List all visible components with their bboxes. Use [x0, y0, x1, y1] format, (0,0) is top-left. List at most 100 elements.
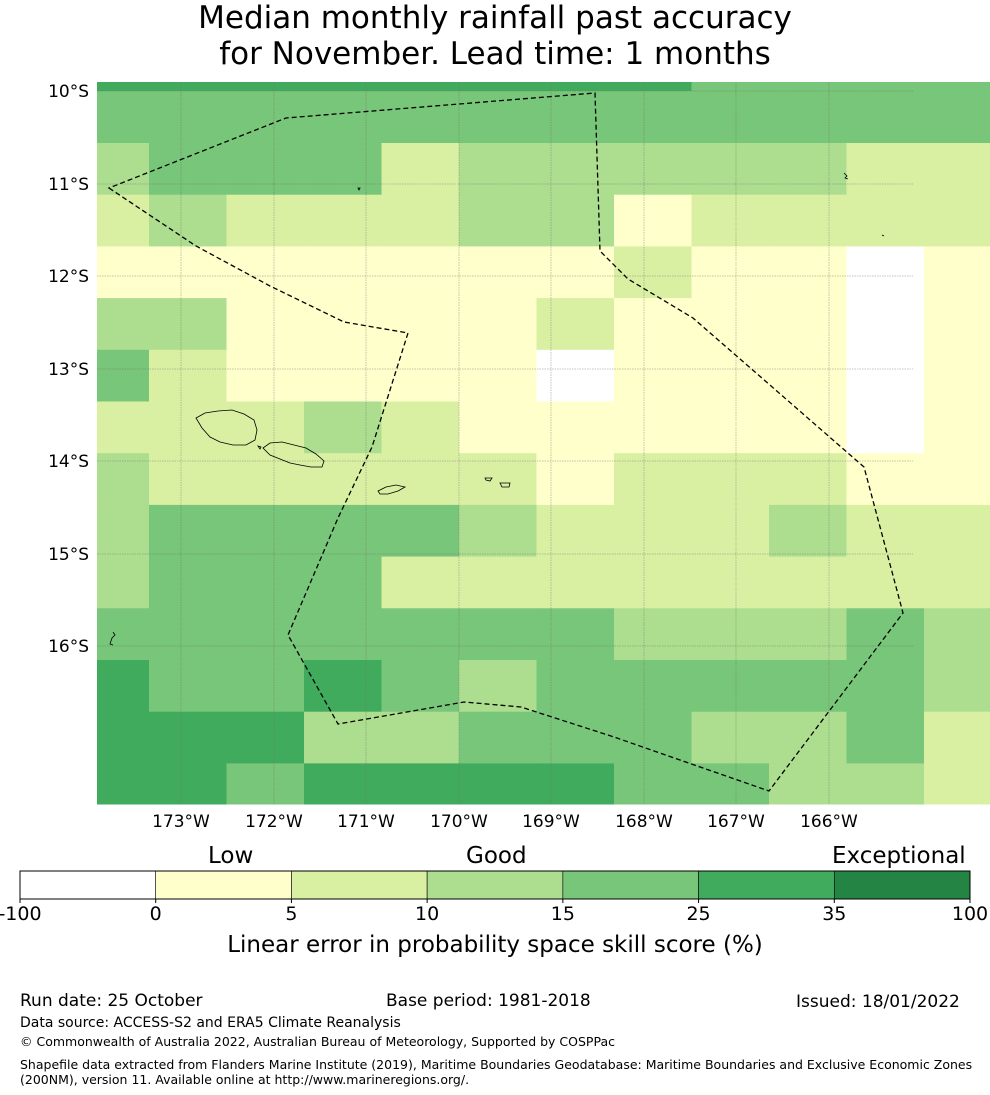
tutuila-island [377, 484, 407, 495]
grid-cell [97, 608, 150, 661]
grid-cell [769, 711, 847, 764]
grid-cell [769, 660, 847, 713]
data-source: Data source: ACCESS-S2 and ERA5 Climate … [20, 1015, 401, 1031]
grid-cell [304, 504, 382, 558]
grid-cell [304, 608, 382, 661]
grid-cell [304, 660, 382, 713]
grid-cell [459, 608, 537, 661]
latitude-tick-label: 16°S [48, 637, 89, 657]
grid-cell [691, 453, 770, 506]
grid-cell [536, 763, 615, 805]
grid-cell [226, 608, 305, 661]
grid-cell [149, 91, 227, 144]
copyright: © Commonwealth of Australia 2022, Austra… [20, 1034, 615, 1049]
grid-cell [97, 763, 150, 805]
grid-cell [536, 246, 615, 299]
grid-cell [614, 194, 692, 247]
latitude-tick-label: 10°S [48, 82, 89, 102]
grid-cell [381, 711, 460, 764]
grid-cell [924, 608, 990, 661]
grid-cell [924, 82, 990, 92]
grid-cell [769, 763, 847, 805]
tokelau-atoll-b [881, 234, 885, 237]
grid-cell [459, 711, 537, 764]
grid-cell [226, 660, 305, 713]
issued-date: Issued: 18/01/2022 [796, 992, 960, 1012]
graticule [97, 82, 913, 804]
colorbar-tick-label: 0 [150, 903, 162, 925]
colorbar-segment [19, 870, 157, 900]
colorbar-segment [155, 870, 292, 900]
grid-cell [769, 608, 847, 661]
grid-cell [924, 763, 990, 805]
grid-cell [97, 194, 150, 247]
grid-cell [226, 194, 305, 247]
grid-cell [846, 143, 925, 196]
grid-cell [459, 763, 537, 805]
grid-cell [304, 298, 382, 351]
grid-cell [691, 763, 770, 805]
longitude-tick-label: 168°W [615, 812, 673, 832]
grid-cell [304, 711, 382, 764]
colorbar-segment [562, 870, 699, 900]
grid-cell [691, 246, 770, 299]
grid-cell [459, 504, 537, 558]
grid-cell [459, 349, 537, 402]
grid-cell [769, 349, 847, 402]
grid-cell [614, 82, 692, 92]
colorbar-segment [833, 870, 971, 900]
grid-cell [924, 401, 990, 454]
grid-cell [691, 91, 770, 144]
grid-cell [924, 143, 990, 196]
grid-cell [846, 82, 925, 92]
grid-cell [846, 763, 925, 805]
grid-cell [769, 453, 847, 506]
grid-cell [924, 660, 990, 713]
grid-cell [769, 194, 847, 247]
grid-cell [381, 504, 460, 558]
grid-cell [97, 556, 150, 609]
grid-cell [614, 763, 692, 805]
grid-cell [381, 298, 460, 351]
colorbar-tick-label: 10 [415, 903, 439, 925]
grid-cell [304, 453, 382, 506]
grid-cell [459, 194, 537, 247]
grid-cell [149, 194, 227, 247]
colorbar-tick-label: 15 [551, 903, 575, 925]
grid-cell [149, 401, 227, 454]
savaii-island [195, 409, 258, 446]
grid-cell [846, 349, 925, 402]
grid-cell [924, 298, 990, 351]
grid-cell [381, 349, 460, 402]
grid-cell [304, 194, 382, 247]
grid-cell [304, 349, 382, 402]
tokelau-atoll-a [843, 172, 849, 180]
grid-cell [381, 556, 460, 609]
category-low-label: Low [208, 843, 254, 869]
grid-cell [459, 453, 537, 506]
grid-cell [226, 349, 305, 402]
grid-cell [459, 91, 537, 144]
grid-cell [691, 401, 770, 454]
longitude-tick-label: 173°W [152, 812, 210, 832]
grid-cell [381, 660, 460, 713]
grid-cell [846, 401, 925, 454]
latitude-tick-label: 11°S [48, 175, 89, 195]
grid-cell [304, 556, 382, 609]
grid-cell [846, 660, 925, 713]
grid-cell [691, 660, 770, 713]
colorbar [19, 870, 971, 900]
grid-cell [769, 246, 847, 299]
ofu-olosega-islets [484, 477, 493, 482]
grid-cell [614, 401, 692, 454]
grid-cell [459, 143, 537, 196]
grid-cell [97, 349, 150, 402]
upolu-island [262, 441, 325, 468]
grid-cell [459, 298, 537, 351]
grid-cell [536, 453, 615, 506]
grid-cell [149, 556, 227, 609]
grid-cell [691, 711, 770, 764]
grid-cell [226, 298, 305, 351]
grid-cell [614, 608, 692, 661]
grid-cell [924, 349, 990, 402]
